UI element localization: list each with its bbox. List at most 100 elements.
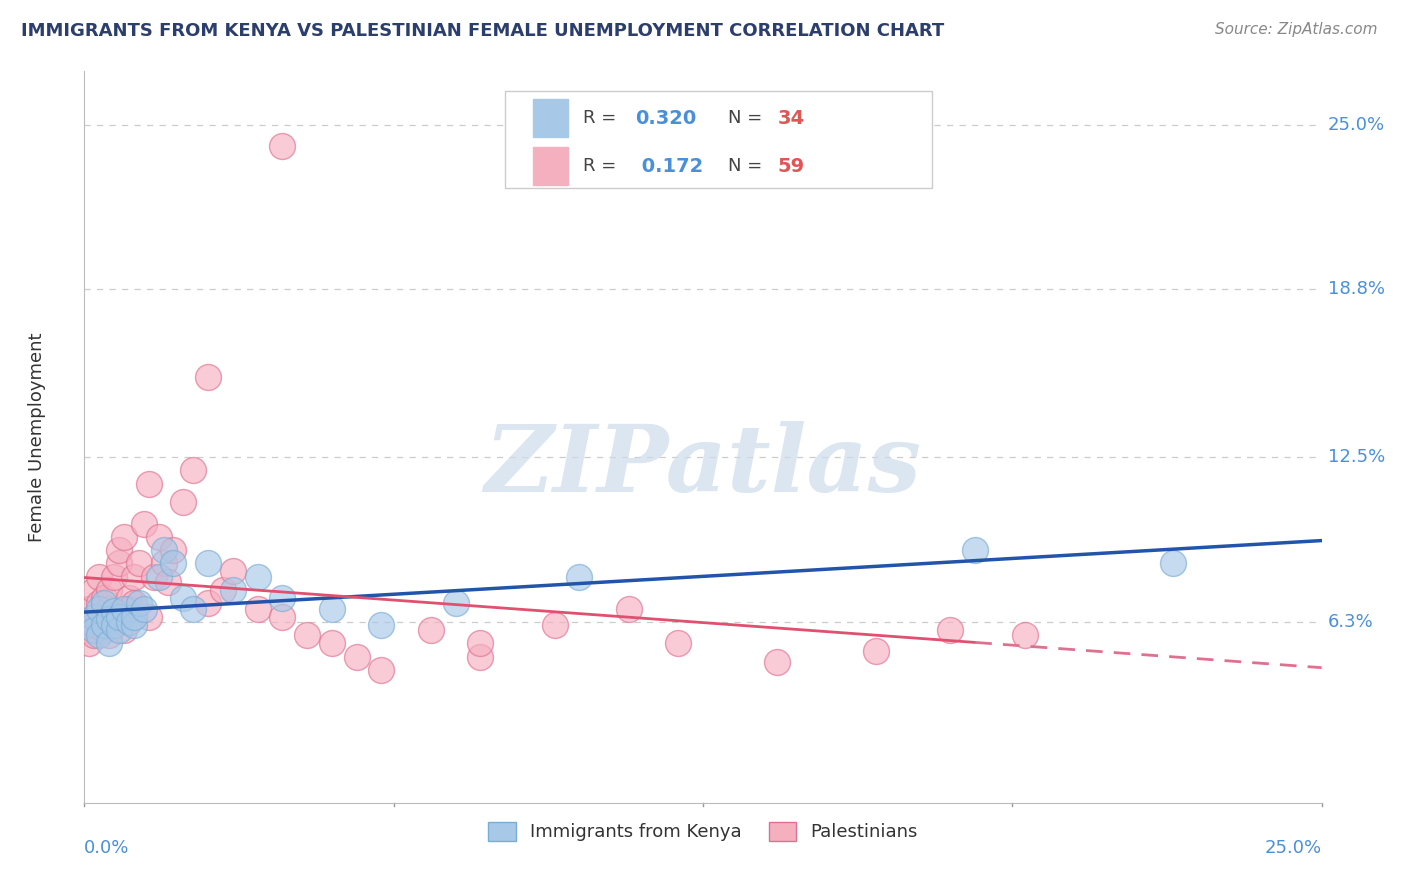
Text: N =: N = bbox=[728, 109, 768, 128]
Point bbox=[212, 582, 235, 597]
Point bbox=[766, 655, 789, 669]
Point bbox=[98, 582, 121, 597]
Point bbox=[181, 601, 204, 615]
Point bbox=[246, 570, 269, 584]
Point bbox=[93, 617, 115, 632]
Point bbox=[103, 570, 125, 584]
Point bbox=[89, 617, 111, 632]
Point bbox=[939, 623, 962, 637]
Point bbox=[148, 570, 170, 584]
Text: 18.8%: 18.8% bbox=[1327, 280, 1385, 299]
Point bbox=[98, 628, 121, 642]
Point bbox=[568, 570, 591, 584]
Point bbox=[865, 644, 887, 658]
Point bbox=[112, 530, 135, 544]
Point bbox=[142, 570, 165, 584]
Point bbox=[112, 601, 135, 615]
FancyBboxPatch shape bbox=[533, 99, 568, 137]
Point bbox=[98, 601, 121, 615]
Point bbox=[108, 609, 131, 624]
Point bbox=[79, 623, 101, 637]
Point bbox=[148, 530, 170, 544]
Text: N =: N = bbox=[728, 158, 768, 176]
Point bbox=[83, 617, 105, 632]
Point bbox=[132, 601, 155, 615]
Point bbox=[89, 628, 111, 642]
Point bbox=[132, 516, 155, 531]
Point bbox=[122, 609, 145, 624]
Point bbox=[271, 591, 294, 605]
Text: 12.5%: 12.5% bbox=[1327, 448, 1385, 466]
Point bbox=[83, 609, 105, 624]
Point bbox=[122, 570, 145, 584]
Text: R =: R = bbox=[583, 109, 621, 128]
Text: 0.320: 0.320 bbox=[636, 109, 696, 128]
Point bbox=[965, 543, 987, 558]
Point bbox=[470, 636, 492, 650]
Point bbox=[197, 557, 219, 571]
Point bbox=[128, 596, 150, 610]
Point bbox=[89, 596, 111, 610]
Point bbox=[470, 649, 492, 664]
Point bbox=[152, 557, 174, 571]
Point bbox=[93, 596, 115, 610]
Point bbox=[138, 609, 160, 624]
Point bbox=[271, 138, 294, 153]
Point bbox=[108, 543, 131, 558]
Point bbox=[543, 617, 565, 632]
Point bbox=[321, 636, 343, 650]
Point bbox=[108, 623, 131, 637]
Legend: Immigrants from Kenya, Palestinians: Immigrants from Kenya, Palestinians bbox=[481, 814, 925, 848]
FancyBboxPatch shape bbox=[505, 91, 932, 188]
Point bbox=[419, 623, 441, 637]
Point bbox=[93, 623, 115, 637]
Text: 34: 34 bbox=[778, 109, 804, 128]
Point bbox=[246, 601, 269, 615]
FancyBboxPatch shape bbox=[533, 147, 568, 186]
Point bbox=[1161, 557, 1184, 571]
Point bbox=[181, 463, 204, 477]
Point bbox=[346, 649, 368, 664]
Point bbox=[79, 636, 101, 650]
Text: Source: ZipAtlas.com: Source: ZipAtlas.com bbox=[1215, 22, 1378, 37]
Text: 0.0%: 0.0% bbox=[84, 839, 129, 857]
Text: IMMIGRANTS FROM KENYA VS PALESTINIAN FEMALE UNEMPLOYMENT CORRELATION CHART: IMMIGRANTS FROM KENYA VS PALESTINIAN FEM… bbox=[21, 22, 945, 40]
Text: 25.0%: 25.0% bbox=[1264, 839, 1322, 857]
Text: 6.3%: 6.3% bbox=[1327, 613, 1374, 631]
Point bbox=[370, 663, 392, 677]
Point bbox=[83, 609, 105, 624]
Point bbox=[118, 601, 141, 615]
Text: R =: R = bbox=[583, 158, 621, 176]
Point bbox=[138, 476, 160, 491]
Point bbox=[118, 615, 141, 629]
Point bbox=[79, 615, 101, 629]
Point bbox=[118, 591, 141, 605]
Point bbox=[83, 623, 105, 637]
Point bbox=[98, 636, 121, 650]
Point bbox=[89, 570, 111, 584]
Point bbox=[122, 596, 145, 610]
Text: ZIPatlas: ZIPatlas bbox=[485, 421, 921, 511]
Point bbox=[162, 557, 184, 571]
Point bbox=[89, 609, 111, 624]
Point bbox=[617, 601, 640, 615]
Point bbox=[197, 596, 219, 610]
Point bbox=[112, 623, 135, 637]
Point bbox=[93, 609, 115, 624]
Point bbox=[370, 617, 392, 632]
Point bbox=[295, 628, 318, 642]
Point bbox=[321, 601, 343, 615]
Point bbox=[103, 609, 125, 624]
Point bbox=[83, 582, 105, 597]
Point bbox=[222, 582, 245, 597]
Point bbox=[122, 617, 145, 632]
Point bbox=[1014, 628, 1036, 642]
Point bbox=[108, 557, 131, 571]
Point bbox=[79, 601, 101, 615]
Point bbox=[666, 636, 689, 650]
Point bbox=[172, 495, 194, 509]
Text: 25.0%: 25.0% bbox=[1327, 116, 1385, 134]
Point bbox=[98, 612, 121, 626]
Point bbox=[93, 591, 115, 605]
Point bbox=[157, 575, 180, 590]
